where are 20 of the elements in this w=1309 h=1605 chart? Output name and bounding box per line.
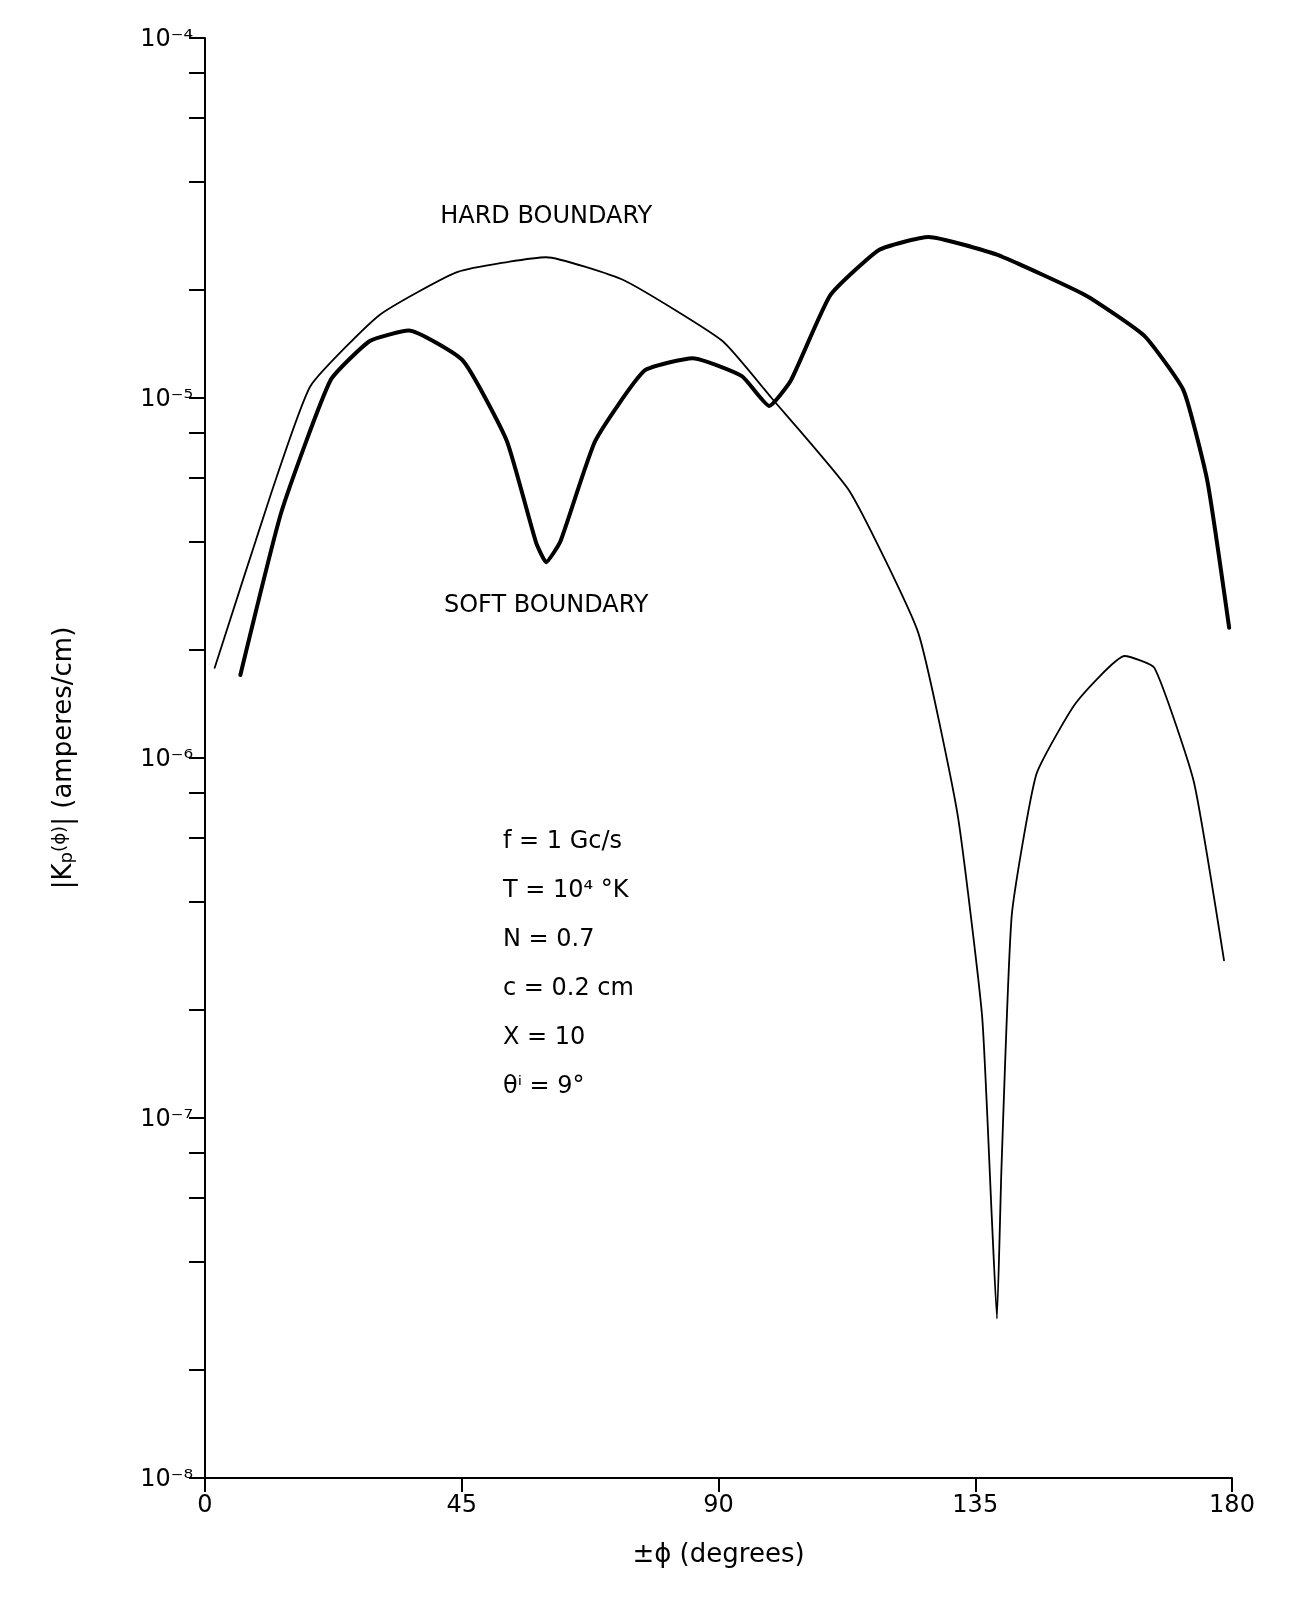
annotation: N = 0.7 (503, 924, 595, 952)
x-tick-label: 180 (1209, 1490, 1255, 1518)
y-axis-title: |Kp(ϕ)| (amperes/cm) (47, 626, 78, 890)
x-tick-label: 45 (446, 1490, 478, 1518)
y-tick-label: 10⁻⁷ (140, 1104, 193, 1132)
x-tick-label: 0 (197, 1490, 213, 1518)
annotation: c = 0.2 cm (503, 973, 634, 1001)
annotation: X = 10 (503, 1022, 586, 1050)
annotation: T = 10⁴ °K (502, 875, 630, 903)
y-tick-label: 10⁻⁴ (140, 24, 193, 52)
x-axis-title: ±ϕ (degrees) (632, 1538, 805, 1568)
series-label: HARD BOUNDARY (440, 201, 653, 230)
y-tick-label: 10⁻⁶ (140, 744, 193, 772)
annotation: f = 1 Gc/s (503, 826, 623, 854)
y-tick-label: 10⁻⁸ (140, 1464, 193, 1492)
series-label: SOFT BOUNDARY (443, 590, 649, 619)
x-tick-label: 90 (703, 1490, 734, 1518)
y-tick-label: 10⁻⁵ (140, 384, 193, 412)
annotation: θⁱ = 9° (503, 1071, 585, 1099)
x-tick-label: 135 (952, 1490, 999, 1518)
